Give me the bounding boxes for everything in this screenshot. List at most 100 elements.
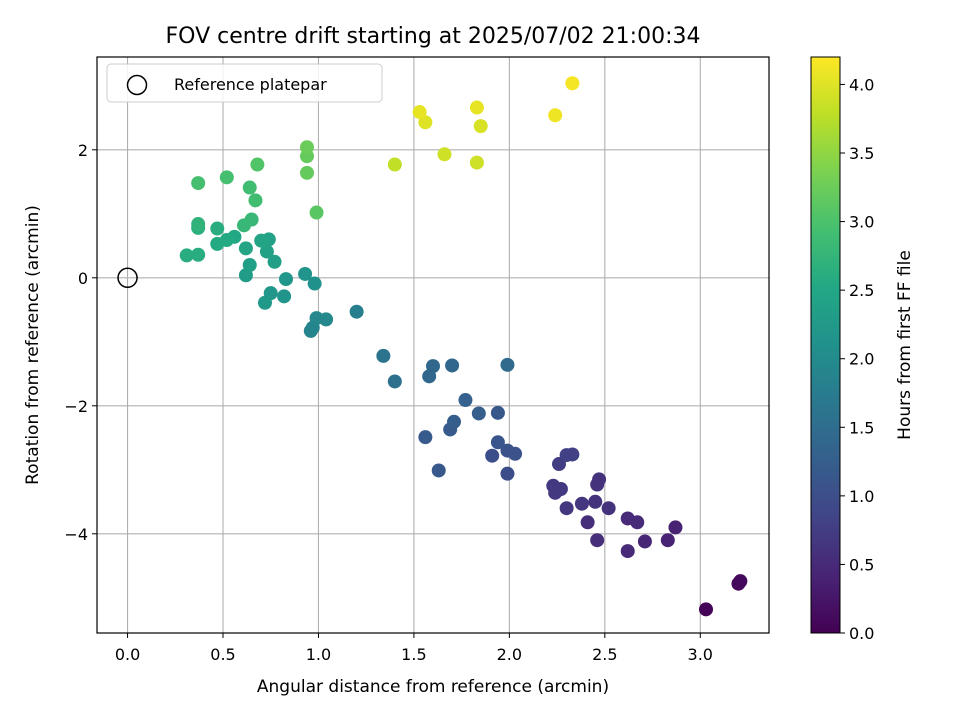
data-point	[191, 247, 206, 262]
data-point	[588, 494, 603, 509]
data-point	[620, 544, 635, 559]
data-point	[349, 304, 364, 319]
x-tick-label: 0.0	[115, 645, 140, 664]
data-point	[309, 311, 324, 326]
colorbar-ticks: 0.0 0.5 1.0 1.5 2.0 2.5 3.0 3.5 4.0	[840, 75, 874, 643]
colorbar-tick-label: 2.5	[849, 281, 874, 300]
data-point	[210, 236, 225, 251]
data-point	[300, 140, 314, 155]
data-point	[620, 511, 635, 526]
colorbar-tick-label: 4.0	[849, 75, 874, 94]
data-point	[418, 115, 433, 130]
data-point	[559, 501, 574, 516]
data-point	[471, 406, 486, 421]
data-point	[376, 348, 391, 363]
grid	[97, 57, 769, 633]
data-point	[254, 233, 269, 248]
data-point	[500, 466, 515, 481]
data-point	[248, 193, 263, 208]
data-point	[242, 180, 257, 195]
colorbar-tick-label: 3.5	[849, 144, 874, 163]
colorbar-tick-label: 2.0	[849, 350, 874, 369]
data-point	[490, 405, 505, 420]
data-point	[565, 447, 580, 462]
data-point	[490, 435, 505, 450]
data-point	[565, 76, 580, 91]
data-point	[418, 430, 433, 445]
x-axis-ticks: 0.0 0.5 1.0 1.5 2.0 2.5 3.0	[115, 633, 713, 664]
y-tick-label: 2	[78, 141, 88, 160]
colorbar-tick-label: 1.5	[849, 418, 874, 437]
data-point	[469, 100, 484, 115]
data-point	[277, 289, 292, 304]
data-point	[447, 414, 461, 429]
data-point	[307, 276, 322, 291]
colorbar: 0.0 0.5 1.0 1.5 2.0 2.5 3.0 3.5 4.0 Hours from f…	[810, 56, 915, 643]
data-point	[601, 501, 616, 516]
data-point	[309, 205, 324, 220]
data-point	[298, 266, 313, 281]
colorbar-tick-label: 0.0	[849, 624, 874, 643]
legend-box	[106, 63, 383, 103]
data-point	[179, 248, 194, 263]
data-point	[590, 533, 605, 548]
x-tick-label: 2.0	[497, 645, 522, 664]
data-point	[210, 221, 225, 236]
data-point	[238, 241, 253, 256]
colorbar-label: Hours from first FF file	[895, 250, 915, 440]
data-point	[300, 165, 314, 180]
data-point	[637, 534, 652, 549]
data-point	[267, 254, 282, 269]
y-tick-label: 0	[78, 269, 88, 288]
x-axis-label: Angular distance from reference (arcmin)	[257, 677, 609, 697]
data-point	[191, 217, 206, 232]
x-tick-label: 3.0	[688, 645, 713, 664]
data-point	[191, 176, 206, 191]
data-point	[387, 374, 402, 389]
y-tick-label: −2	[64, 397, 88, 416]
data-point	[660, 533, 675, 548]
data-point	[500, 357, 515, 372]
legend-label: Reference platepar	[174, 75, 327, 94]
x-tick-label: 0.5	[210, 645, 235, 664]
data-point	[458, 393, 473, 408]
data-point	[387, 157, 402, 172]
data-point	[242, 258, 257, 272]
data-point	[437, 147, 452, 162]
reference-platepar-marker	[117, 267, 138, 289]
data-point	[553, 482, 568, 496]
data-point	[422, 369, 437, 384]
data-point	[485, 448, 500, 463]
plot-frame	[96, 56, 770, 634]
data-point	[279, 272, 293, 287]
y-axis-label: Rotation from reference (arcmin)	[23, 205, 43, 485]
colorbar-tick-label: 0.5	[849, 555, 874, 574]
scatter-points	[179, 76, 748, 617]
legend: Reference platepar	[106, 63, 383, 103]
x-tick-label: 1.5	[401, 645, 426, 664]
data-point	[250, 157, 265, 172]
data-point	[508, 446, 523, 461]
data-point	[668, 520, 683, 535]
colorbar-gradient	[810, 56, 841, 634]
data-point	[548, 108, 563, 123]
data-point	[733, 574, 748, 589]
data-point	[473, 119, 488, 134]
colorbar-tick-label: 3.0	[849, 213, 874, 232]
data-point	[590, 477, 605, 492]
colorbar-tick-label: 1.0	[849, 487, 874, 506]
data-point	[431, 463, 446, 478]
data-point	[412, 105, 427, 120]
x-tick-label: 2.5	[592, 645, 617, 664]
data-point	[469, 155, 484, 170]
data-point	[259, 244, 274, 259]
data-point	[580, 515, 595, 530]
data-point	[258, 295, 272, 310]
chart-title: FOV centre drift starting at 2025/07/02 …	[166, 24, 701, 49]
data-point	[219, 170, 234, 185]
y-axis-ticks: −4 −2 0 2	[64, 141, 97, 544]
legend-marker-icon	[126, 74, 148, 96]
data-point	[699, 602, 713, 617]
data-point	[445, 358, 460, 373]
